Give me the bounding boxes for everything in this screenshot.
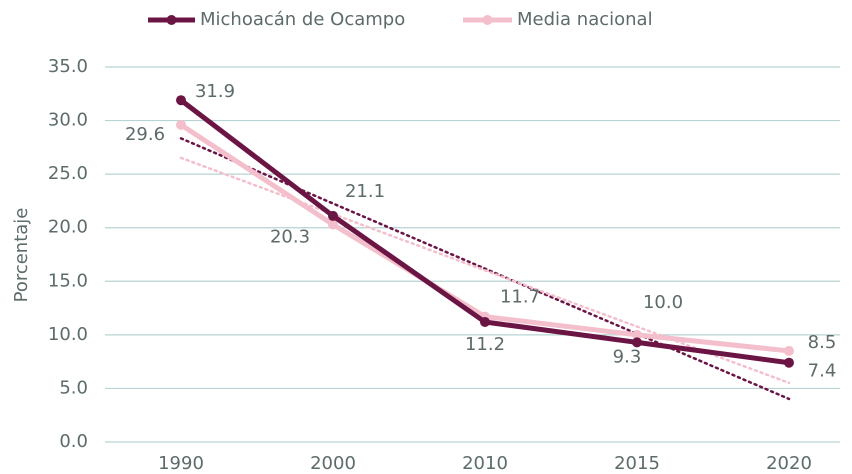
point <box>632 337 642 348</box>
point <box>784 357 794 368</box>
trendline <box>179 156 791 385</box>
legend-label: Michoacán de Ocampo <box>200 9 405 30</box>
data-label: 11.2 <box>465 334 505 355</box>
y-tick-label: 15.0 <box>48 270 88 291</box>
point <box>176 119 186 130</box>
y-tick-label: 20.0 <box>48 217 88 238</box>
data-label: 8.5 <box>808 332 837 353</box>
x-tick-label: 1990 <box>158 453 204 474</box>
x-tick-label: 2015 <box>614 453 660 474</box>
point <box>328 219 338 230</box>
y-tick-label: 10.0 <box>48 324 88 345</box>
data-label: 31.9 <box>195 81 235 102</box>
data-label: 29.6 <box>125 124 165 145</box>
x-tick-label: 2020 <box>766 453 812 474</box>
y-tick-label: 30.0 <box>48 110 88 131</box>
y-tick-label: 5.0 <box>59 377 88 398</box>
data-label: 21.1 <box>345 181 385 202</box>
y-axis-label: Porcentaje <box>11 208 32 303</box>
trendline <box>179 137 791 401</box>
data-label: 10.0 <box>643 292 683 313</box>
legend-label: Media nacional <box>517 9 653 30</box>
data-label: 11.7 <box>500 287 540 308</box>
legend-marker <box>166 15 177 25</box>
x-tick-label: 2010 <box>462 453 508 474</box>
point <box>632 329 642 340</box>
y-tick-label: 35.0 <box>48 56 88 77</box>
y-tick-label: 0.0 <box>59 431 88 452</box>
data-label: 20.3 <box>270 227 310 248</box>
point <box>328 210 338 221</box>
y-tick-label: 25.0 <box>48 163 88 184</box>
point <box>480 317 490 327</box>
x-tick-label: 2000 <box>310 453 356 474</box>
data-label: 7.4 <box>808 361 837 382</box>
data-label: 9.3 <box>613 346 642 367</box>
legend-marker <box>482 15 493 25</box>
point <box>176 95 186 106</box>
point <box>784 345 794 356</box>
